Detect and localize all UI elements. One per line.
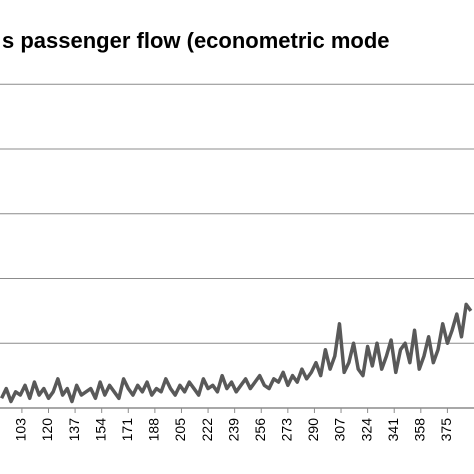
chart-title: s passenger flow (econometric mode [2, 28, 390, 53]
x-tick-label: 222 [199, 418, 215, 442]
x-tick-label: 171 [119, 418, 135, 442]
x-tick-label: 239 [225, 418, 241, 442]
x-tick-label: 103 [13, 418, 29, 442]
x-tick-label: 324 [358, 418, 374, 442]
data-line [0, 302, 473, 404]
x-tick-label: 341 [385, 418, 401, 442]
x-tick-label: 256 [252, 418, 268, 442]
x-tick-label: 273 [279, 418, 295, 442]
x-tick-label: 358 [412, 418, 428, 442]
x-tick-label: 188 [146, 418, 162, 442]
x-tick-label: 290 [305, 418, 321, 442]
x-tick-label: 137 [66, 418, 82, 442]
x-tick-label: 307 [332, 418, 348, 442]
x-tick-label: 154 [92, 418, 108, 442]
x-tick-label: 375 [438, 418, 454, 442]
x-tick-label: 205 [172, 418, 188, 442]
x-tick-label: 120 [39, 418, 55, 442]
